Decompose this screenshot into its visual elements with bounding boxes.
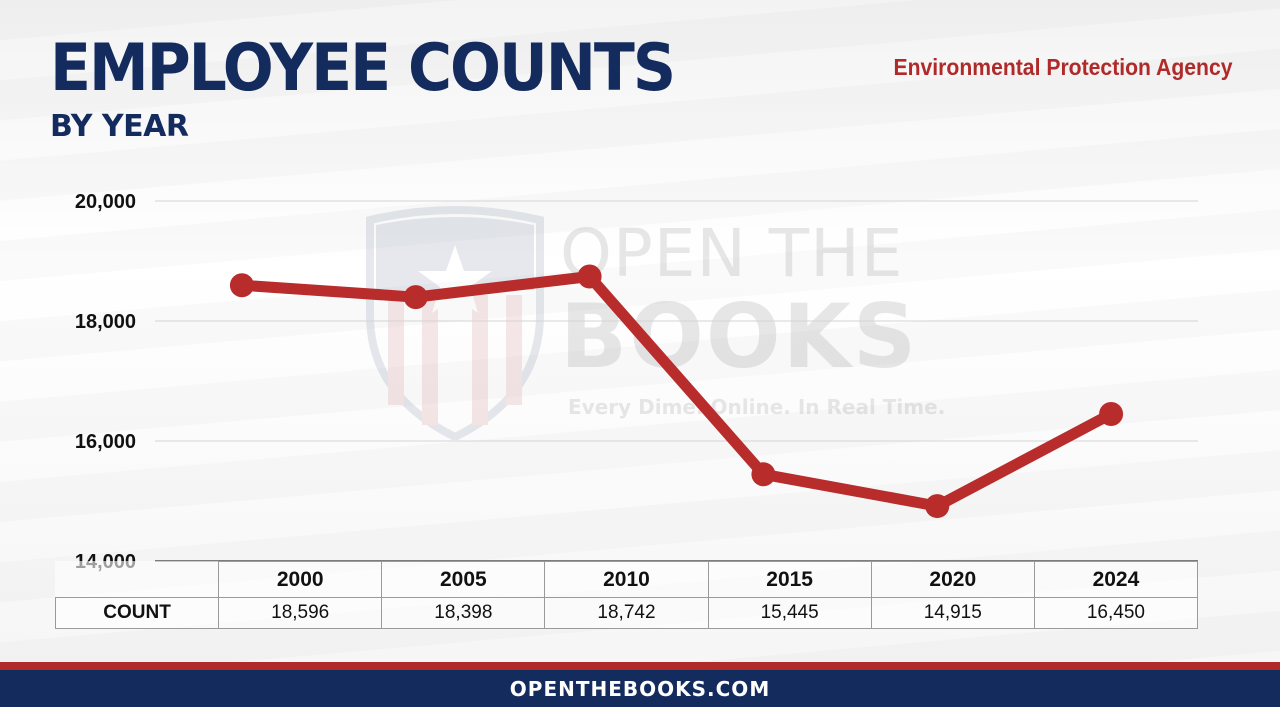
count-cell-2015: 15,445 [707, 597, 872, 629]
year-cell-2020: 2020 [870, 561, 1035, 598]
table-row-years: 2000 2005 2010 2015 2020 2024 [55, 561, 1199, 598]
agency-name: Environmental Protection Agency [892, 54, 1232, 80]
year-cell-2000: 2000 [218, 561, 383, 598]
y-tick-label: 18,000 [75, 311, 136, 333]
series-line-count [236, 270, 1117, 512]
count-cell-2005: 18,398 [381, 597, 546, 629]
data-table: 2000 2005 2010 2015 2020 2024 COUNT 18,5… [54, 561, 1199, 629]
footer-url: OPENTHEBOOKS.COM [509, 676, 771, 701]
data-point-2010 [577, 264, 602, 289]
data-point-2015 [751, 462, 776, 487]
data-point-2005 [403, 285, 428, 310]
table-row-counts: COUNT 18,596 18,398 18,742 15,445 14,915… [54, 597, 1199, 629]
page-subtitle: BY YEAR [50, 109, 189, 144]
count-row-header: COUNT [54, 597, 220, 629]
watermark: OPEN THE BOOKS Every Dime. Online. In Re… [360, 205, 945, 445]
data-point-2020 [925, 494, 950, 519]
watermark-tagline: Every Dime. Online. In Real Time. [568, 395, 946, 419]
table-corner [55, 561, 220, 598]
year-cell-2015: 2015 [707, 561, 872, 598]
footer-stripe [0, 662, 1280, 670]
year-cell-2024: 2024 [1033, 561, 1199, 598]
y-tick-label: 16,000 [75, 431, 136, 453]
page-title: EMPLOYEE COUNTS [50, 30, 676, 107]
count-cell-2024: 16,450 [1033, 597, 1199, 629]
footer: OPENTHEBOOKS.COM [0, 670, 1280, 707]
count-cell-2000: 18,596 [218, 597, 383, 629]
watermark-line1: OPEN THE [560, 215, 904, 292]
data-point-2000 [229, 273, 254, 298]
year-cell-2005: 2005 [381, 561, 546, 598]
data-point-2024 [1099, 402, 1124, 426]
y-tick-label: 20,000 [75, 191, 136, 213]
shield-icon [366, 206, 544, 440]
count-cell-2020: 14,915 [870, 597, 1035, 629]
year-cell-2010: 2010 [544, 561, 709, 598]
count-cell-2010: 18,742 [544, 597, 709, 629]
